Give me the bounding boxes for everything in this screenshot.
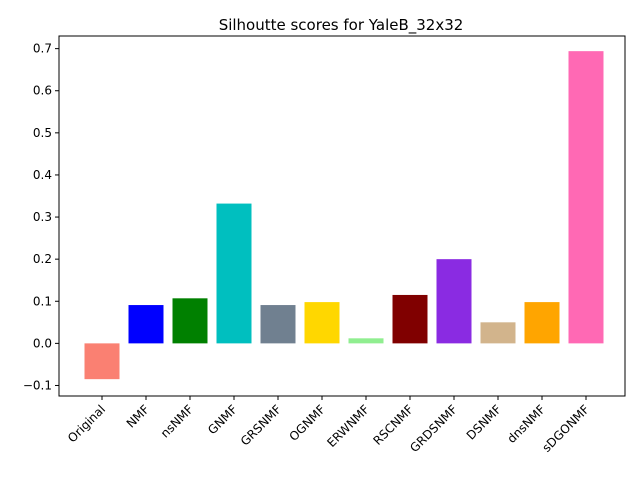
x-tick-label: DSNMF (464, 402, 504, 442)
y-tick-label: 0.0 (33, 336, 52, 350)
x-tick-label: OGNMF (286, 402, 328, 444)
x-tick-label: ERWNMF (324, 402, 372, 450)
x-tick-label: GRDSNMF (407, 402, 460, 455)
x-tick-label: GRSNMF (238, 402, 284, 448)
x-tick-label: sDGONMF (539, 402, 592, 455)
y-axis: −0.1 0.0 0.1 0.2 0.3 0.4 0.5 0.6 0.7 (23, 42, 59, 393)
x-tick-label: nsNMF (158, 402, 196, 440)
bar-dsnmf (481, 322, 516, 343)
bar-gnmf (217, 204, 252, 344)
y-tick-label: 0.5 (33, 126, 52, 140)
y-tick-label: 0.4 (33, 168, 52, 182)
bar-nsnmf (173, 298, 208, 343)
y-tick-label: 0.7 (33, 42, 52, 56)
x-tick-label: RSCNMF (370, 402, 416, 448)
bars-group (85, 51, 604, 379)
y-tick-label: 0.2 (33, 252, 52, 266)
bar-dnsnmf (525, 302, 560, 343)
bar-erwnmf (349, 338, 384, 343)
y-tick-label: 0.3 (33, 210, 52, 224)
y-tick-label: 0.1 (33, 294, 52, 308)
x-tick-label: GNMF (205, 402, 240, 437)
bar-original (85, 343, 120, 379)
bar-grsnmf (261, 305, 296, 343)
x-tick-label: dnsNMF (504, 402, 548, 446)
y-tick-label: 0.6 (33, 84, 52, 98)
bar-ognmf (305, 302, 340, 343)
chart-title: Silhoutte scores for YaleB_32x32 (219, 16, 464, 35)
bar-grdsnmf (437, 259, 472, 343)
y-tick-label: −0.1 (23, 378, 52, 392)
bar-rscnmf (393, 295, 428, 343)
bar-nmf (129, 305, 164, 343)
x-tick-label: NMF (124, 402, 153, 431)
x-tick-label: Original (65, 402, 108, 445)
bar-sdgonmf (569, 51, 604, 343)
